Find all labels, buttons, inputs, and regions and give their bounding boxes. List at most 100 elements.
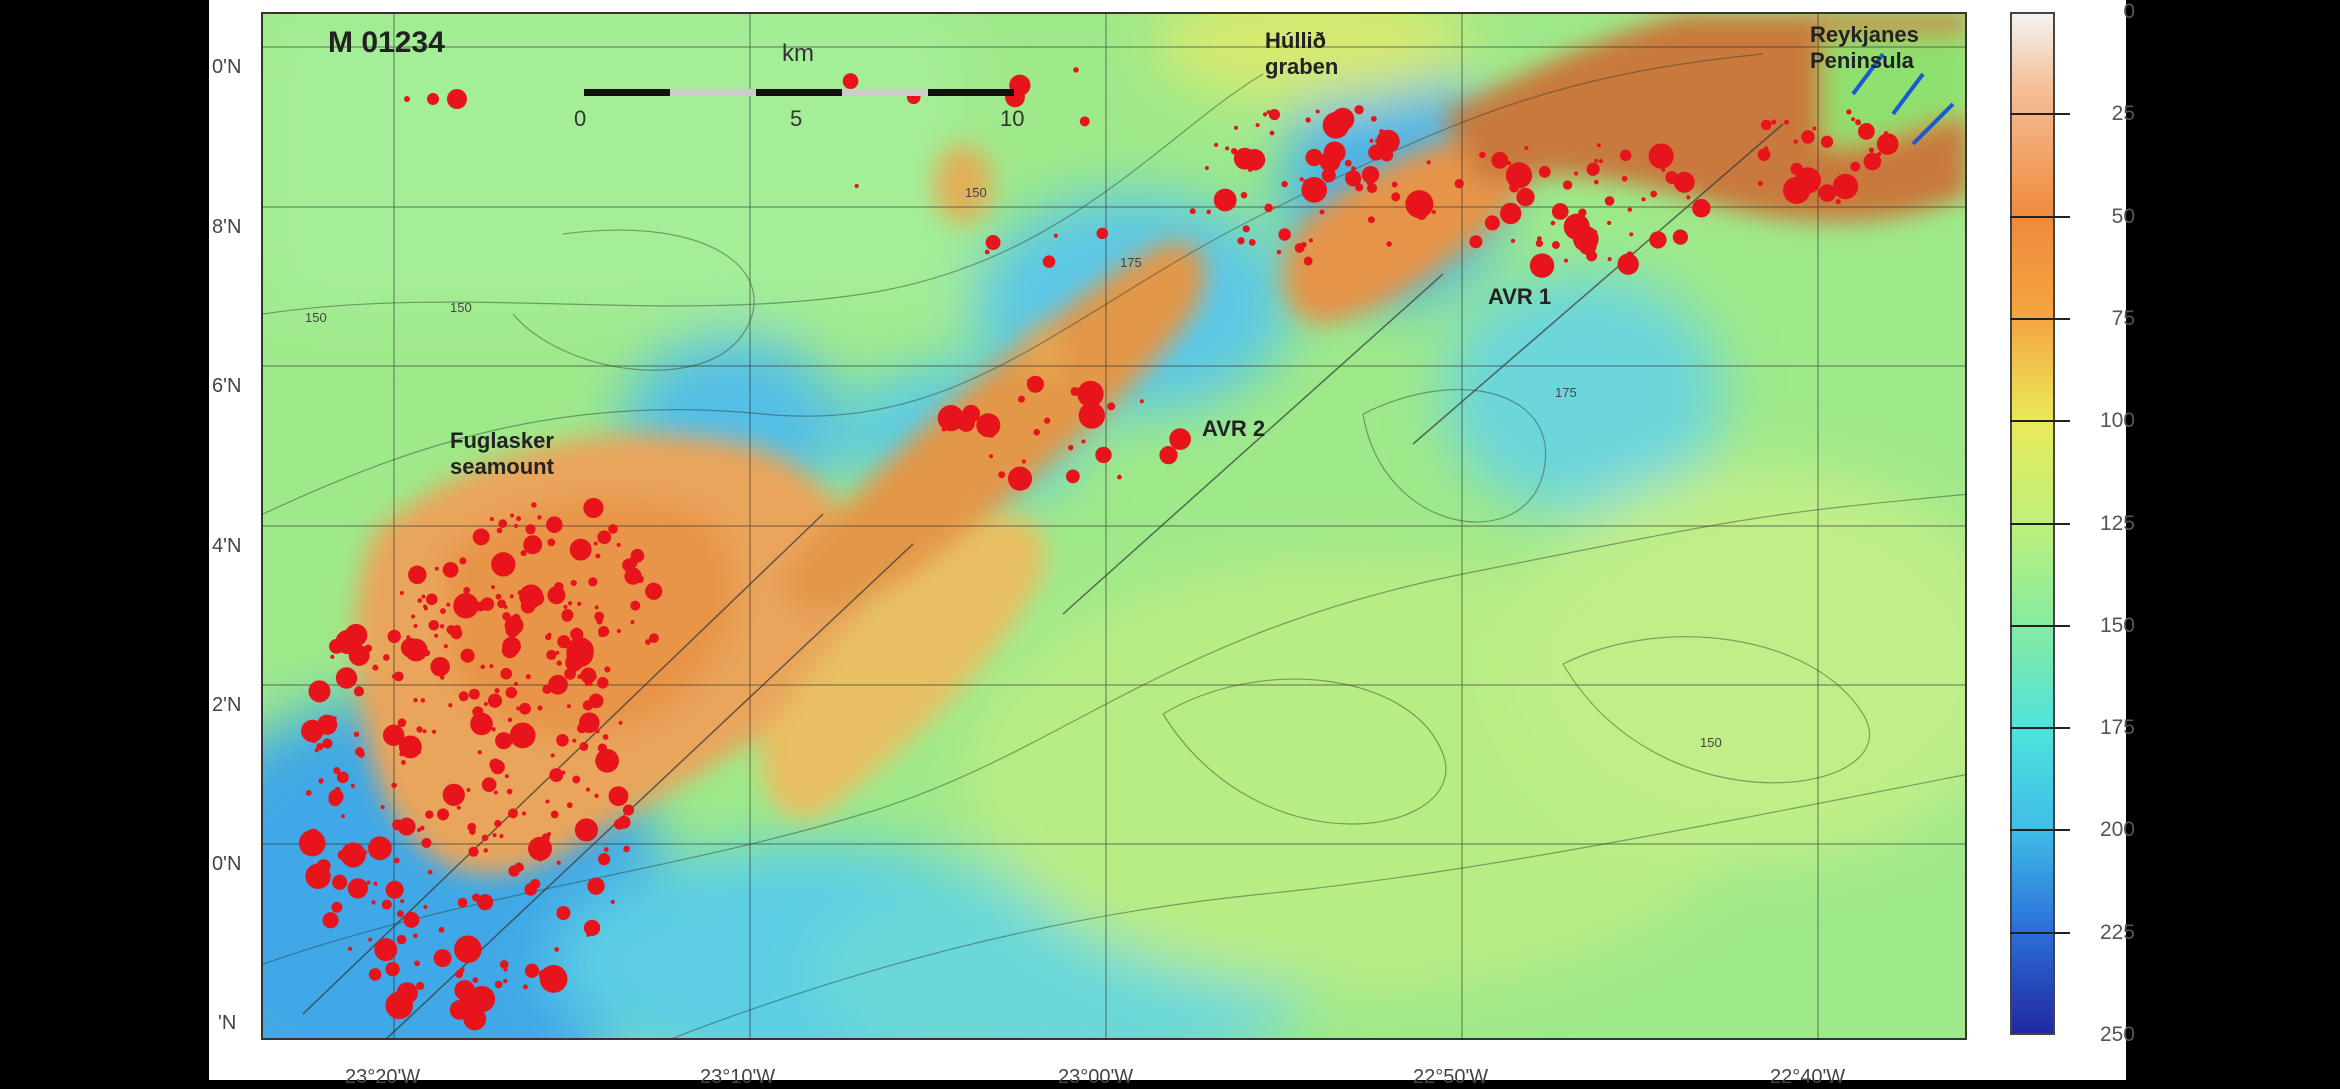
earthquake-dots	[298, 67, 1899, 1031]
earthquake-dot	[563, 604, 568, 609]
contour-label: 175	[1555, 385, 1577, 400]
earthquake-dot	[387, 629, 401, 644]
earthquake-dot	[1627, 207, 1632, 212]
earthquake-dot	[507, 717, 513, 723]
contour-label: 175	[1120, 255, 1142, 270]
earthquake-dot	[622, 804, 635, 816]
earthquake-dot	[382, 654, 390, 661]
earthquake-dot	[399, 591, 404, 596]
earthquake-dot	[517, 590, 523, 596]
earthquake-dot	[574, 818, 599, 842]
legend-dot-m3	[447, 89, 467, 109]
earthquake-dot	[594, 605, 599, 610]
earthquake-dot	[548, 674, 568, 695]
lon-label: 23°10'W	[700, 1066, 776, 1088]
earthquake-dot	[348, 946, 353, 951]
earthquake-dot	[422, 604, 428, 609]
earthquake-dot	[504, 774, 509, 779]
colorbar-tick-label: 200	[2099, 818, 2135, 842]
earthquake-dot	[1238, 158, 1243, 164]
earthquake-dot	[1242, 225, 1250, 233]
earthquake-dot	[322, 912, 339, 929]
earthquake-dot	[1375, 139, 1380, 144]
earthquake-dot	[519, 702, 531, 715]
earthquake-dot	[1233, 125, 1239, 130]
earthquake-dot	[572, 738, 577, 743]
earthquake-dot	[460, 648, 475, 663]
earthquake-dot	[459, 557, 467, 565]
earthquake-dot	[1204, 166, 1209, 171]
earthquake-dot	[1255, 123, 1260, 128]
earthquake-dot	[1299, 177, 1304, 182]
earthquake-dot	[556, 905, 571, 921]
earthquake-dot	[453, 593, 479, 619]
earthquake-dot	[1883, 131, 1889, 136]
fuglasker-line1: Fuglasker	[450, 428, 554, 453]
peninsula-fissures	[1851, 52, 1955, 146]
earthquake-dot	[1189, 208, 1196, 215]
earthquake-dot	[1832, 173, 1859, 200]
earthquake-dot	[413, 623, 418, 628]
earthquake-dot	[1757, 180, 1763, 186]
earthquake-dot	[989, 454, 994, 459]
earthquake-dot	[565, 653, 584, 672]
earthquake-dot	[455, 793, 460, 798]
earthquake-dot	[1409, 193, 1414, 198]
colorbar-tick-label: 75	[2111, 306, 2135, 330]
earthquake-dot	[1771, 119, 1777, 125]
earthquake-dot	[334, 786, 341, 793]
earthquake-dot	[570, 579, 577, 587]
earthquake-dot	[1604, 196, 1615, 206]
earthquake-dot	[331, 901, 343, 913]
magnitude-legend-label: M 01234	[328, 26, 445, 59]
earthquake-dot	[630, 620, 635, 625]
earthquake-dot	[547, 538, 556, 547]
earthquake-dot	[579, 742, 589, 751]
earthquake-dot	[301, 719, 324, 743]
earthquake-dot	[577, 601, 582, 606]
earthquake-dot	[513, 681, 519, 687]
earthquake-dot	[468, 985, 496, 1013]
earthquake-dot	[314, 748, 319, 753]
earthquake-dot	[550, 810, 559, 819]
earthquake-dot	[332, 716, 337, 721]
earthquake-dot	[1672, 229, 1688, 245]
earthquake-dot	[499, 834, 504, 839]
earthquake-dot	[1305, 117, 1311, 123]
earthquake-dot	[1266, 110, 1271, 115]
earthquake-dot	[648, 633, 659, 644]
earthquake-dot	[401, 760, 406, 765]
earthquake-dot	[420, 698, 426, 703]
earthquake-dot	[422, 729, 427, 734]
earthquake-dot	[1366, 183, 1378, 194]
lon-label: 22°50'W	[1413, 1066, 1489, 1088]
earthquake-dot	[1107, 402, 1116, 411]
earthquake-dot	[328, 793, 342, 807]
earthquake-dot	[1649, 231, 1667, 249]
reykjanes-line1: Reykjanes	[1810, 22, 1919, 47]
earthquake-dot	[1479, 151, 1486, 159]
colorbar-tick-label: 125	[2099, 511, 2135, 535]
earthquake-dot	[1159, 446, 1178, 465]
earthquake-dot	[506, 788, 513, 795]
earthquake-dot	[1303, 256, 1313, 266]
earthquake-dot	[1876, 133, 1899, 155]
earthquake-dot	[546, 649, 557, 661]
earthquake-dot	[1308, 238, 1314, 243]
earthquake-dot	[442, 783, 465, 806]
earthquake-dot	[1499, 202, 1522, 225]
earthquake-dot	[1361, 165, 1380, 184]
scale-bar	[584, 89, 1014, 96]
earthquake-dot	[1578, 208, 1587, 217]
earthquake-dot	[481, 834, 489, 842]
earthquake-dot	[597, 530, 612, 545]
earthquake-dot	[1043, 417, 1051, 424]
lat-label: 4'N	[212, 535, 242, 557]
earthquake-dot	[434, 566, 439, 571]
earthquake-dot	[610, 899, 615, 905]
earthquake-dot	[1818, 184, 1837, 202]
earthquake-dot	[494, 980, 503, 989]
earthquake-dot	[421, 837, 432, 848]
earthquake-dot	[1281, 180, 1288, 188]
earthquake-dot	[457, 897, 468, 908]
